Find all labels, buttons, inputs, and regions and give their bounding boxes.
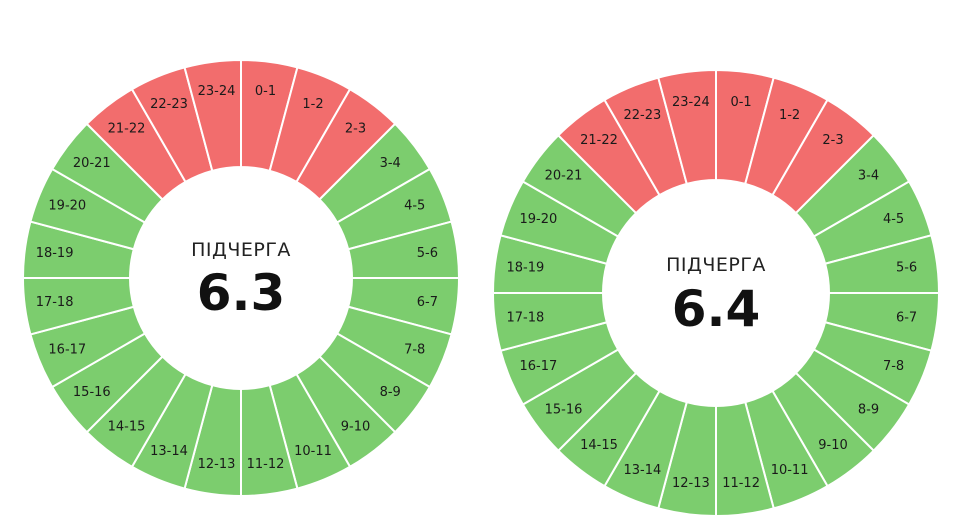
segment-label-9-10: 9-10 [341, 420, 371, 435]
segment-label-21-22: 21-22 [108, 121, 146, 136]
segment-label-15-16: 15-16 [545, 403, 583, 418]
segment-label-21-22: 21-22 [580, 133, 618, 148]
segment-label-6-7: 6-7 [417, 295, 438, 310]
ring-segments [491, 68, 941, 518]
ring-labels: 0-1 1-2 2-3 3-4 4-5 5-6 6-7 7-8 8-9 9-10 10-11 11-1… [36, 84, 438, 472]
segment-label-4-5: 4-5 [883, 212, 904, 227]
segment-23-24 [657, 68, 717, 186]
segment-label-7-8: 7-8 [883, 359, 904, 374]
segment-label-11-12: 11-12 [722, 476, 760, 491]
segment-label-8-9: 8-9 [858, 403, 879, 418]
segment-label-1-2: 1-2 [302, 97, 323, 112]
segment-label-23-24: 23-24 [672, 95, 710, 110]
segment-label-5-6: 5-6 [417, 246, 438, 261]
ring-labels: 0-1 1-2 2-3 3-4 4-5 5-6 6-7 7-8 8-9 9-10 10-11 11-1… [507, 95, 918, 491]
segment-label-14-15: 14-15 [108, 420, 146, 435]
schedule-ring-6-4: 0-1 1-2 2-3 3-4 4-5 5-6 6-7 7-8 8-9 9-10 10-11 11-1… [491, 68, 941, 518]
segment-label-11-12: 11-12 [247, 457, 285, 472]
segment-label-22-23: 22-23 [624, 108, 662, 123]
segment-label-17-18: 17-18 [36, 295, 74, 310]
segment-label-17-18: 17-18 [507, 311, 545, 326]
segment-23-24 [183, 58, 242, 173]
segment-label-16-17: 16-17 [48, 343, 86, 358]
segment-label-3-4: 3-4 [858, 169, 879, 184]
segment-label-10-11: 10-11 [294, 444, 332, 459]
segment-label-10-11: 10-11 [771, 463, 809, 478]
segment-label-13-14: 13-14 [624, 463, 662, 478]
segment-label-8-9: 8-9 [380, 385, 401, 400]
subqueue-number: 6.4 [672, 280, 761, 338]
segment-label-4-5: 4-5 [404, 199, 425, 214]
segment-label-7-8: 7-8 [404, 343, 425, 358]
segment-label-2-3: 2-3 [345, 121, 366, 136]
segment-label-13-14: 13-14 [150, 444, 188, 459]
subqueue-title: ПІДЧЕРГА [666, 254, 766, 276]
segment-label-23-24: 23-24 [198, 84, 236, 99]
subqueue-number: 6.3 [197, 264, 286, 322]
ring-segments [21, 58, 461, 498]
segment-label-9-10: 9-10 [818, 438, 848, 453]
segment-label-6-7: 6-7 [896, 311, 917, 326]
segment-label-16-17: 16-17 [520, 359, 558, 374]
segment-label-12-13: 12-13 [198, 457, 236, 472]
segment-label-19-20: 19-20 [48, 199, 86, 214]
segment-label-18-19: 18-19 [507, 260, 545, 275]
segment-label-3-4: 3-4 [380, 156, 401, 171]
segment-label-19-20: 19-20 [520, 212, 558, 227]
segment-label-15-16: 15-16 [73, 385, 111, 400]
segment-label-0-1: 0-1 [730, 95, 751, 110]
segment-label-22-23: 22-23 [150, 97, 188, 112]
segment-label-20-21: 20-21 [73, 156, 111, 171]
segment-label-18-19: 18-19 [36, 246, 74, 261]
subqueue-title: ПІДЧЕРГА [191, 239, 291, 261]
segment-label-1-2: 1-2 [779, 108, 800, 123]
segment-label-0-1: 0-1 [255, 84, 276, 99]
segment-label-2-3: 2-3 [822, 133, 843, 148]
segment-label-14-15: 14-15 [580, 438, 618, 453]
segment-label-20-21: 20-21 [545, 169, 583, 184]
segment-label-12-13: 12-13 [672, 476, 710, 491]
segment-label-5-6: 5-6 [896, 260, 917, 275]
schedule-ring-6-3: 0-1 1-2 2-3 3-4 4-5 5-6 6-7 7-8 8-9 9-10 10-11 11-1… [21, 58, 461, 498]
